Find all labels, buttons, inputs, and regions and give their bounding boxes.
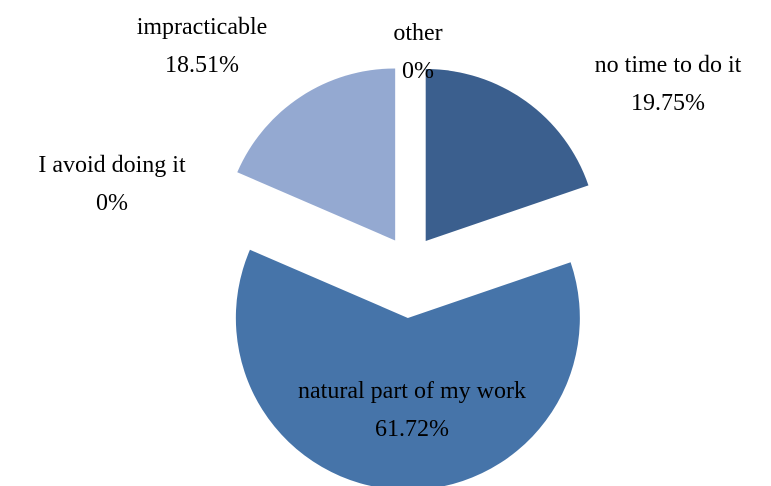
- value-label: 0%: [402, 58, 434, 84]
- category-label: no time to do it: [594, 52, 742, 78]
- slice-label: impracticable 18.51%: [92, 8, 312, 84]
- slice-label: I avoid doing it 0%: [0, 146, 232, 222]
- category-label: other: [393, 20, 443, 46]
- slice-label: other 0%: [358, 14, 478, 90]
- category-label: I avoid doing it: [38, 152, 186, 178]
- value-label: 18.51%: [165, 52, 239, 78]
- pie-slice: [235, 249, 580, 486]
- category-label: impracticable: [136, 14, 268, 40]
- category-label: natural part of my work: [298, 378, 526, 404]
- slice-label: no time to do it 19.75%: [538, 46, 771, 122]
- value-label: 0%: [96, 190, 128, 216]
- pie-slice: [425, 69, 589, 242]
- pie-slice: [237, 68, 396, 241]
- value-label: 61.72%: [375, 416, 449, 442]
- slice-label: natural part of my work 61.72%: [297, 372, 527, 448]
- pie-slice: [227, 184, 386, 253]
- value-label: 19.75%: [631, 90, 705, 116]
